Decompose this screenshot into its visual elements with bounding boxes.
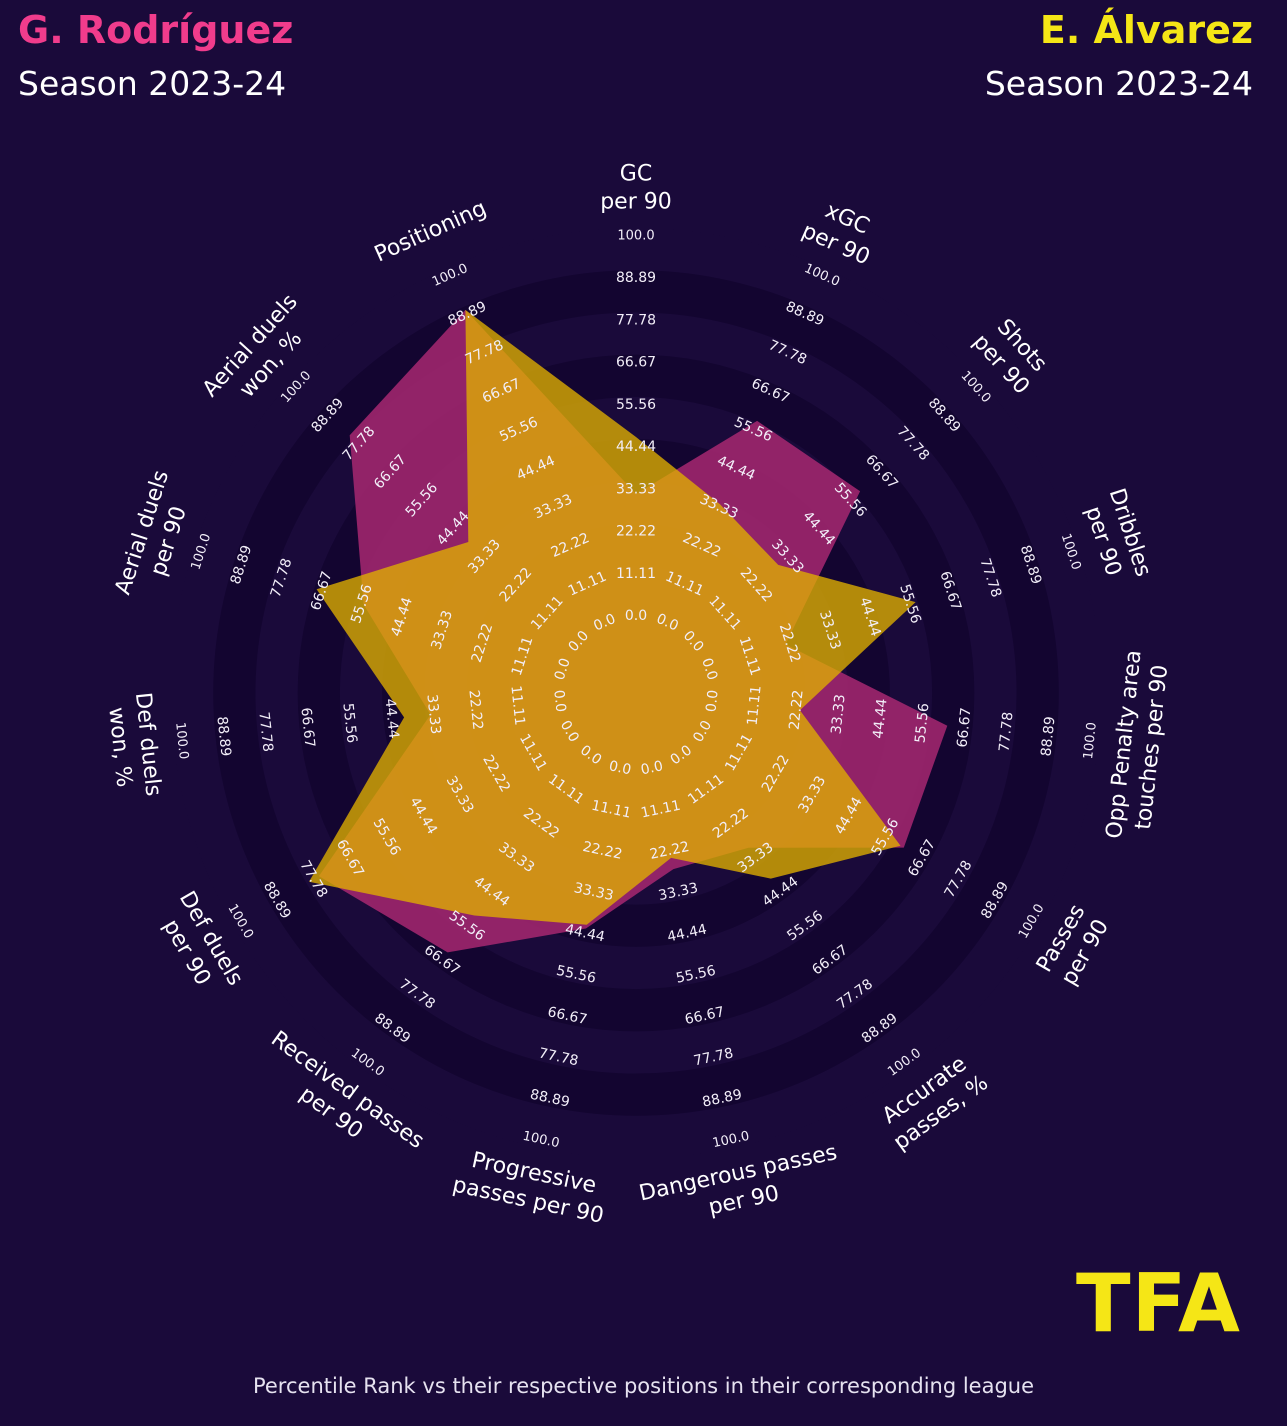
radar-tick-label: 66.67 [954,707,974,749]
radar-tick-label: 33.33 [829,694,849,736]
radar-tick-label: 0.0 [607,758,632,778]
footer-note: Percentile Rank vs their respective posi… [252,1374,1035,1398]
radar-category-label-line: GC [620,162,652,187]
right-player-name: E. Álvarez [1039,8,1253,52]
radar-tick-label: 0.0 [550,689,568,713]
radar-tick-label: 11.11 [745,685,765,727]
radar-category-label: GC per 90 [600,162,672,215]
radar-tick-label: 77.78 [616,312,656,328]
radar-tick-label: 11.11 [507,685,527,727]
radar-tick-label: 22.22 [787,689,807,731]
radar-tick-label: 0.0 [639,758,664,778]
radar-polygons [309,309,948,953]
radar-tick-label: 100.0 [1081,722,1100,761]
radar-tick-label: 0.0 [698,656,720,682]
radar-tick-label: 55.56 [912,702,932,744]
radar-tick-label: 77.78 [255,711,275,753]
radar-tick-label: 22.22 [465,689,485,731]
radar-tick-label: 66.67 [616,355,656,371]
radar-tick-label: 88.89 [213,716,233,758]
radar-tick-label: 100.0 [172,722,191,761]
tfa-logo: TFA [1076,1257,1241,1350]
radar-tick-label: 44.44 [870,698,890,740]
radar-tick-label: 77.78 [996,711,1016,753]
radar-tick-label: 11.11 [616,566,656,582]
radar-series-alvarez [309,309,916,925]
radar-category-label-line: per 90 [600,190,672,215]
radar-tick-label: 33.33 [616,481,656,497]
right-player-season: Season 2023-24 [984,64,1253,103]
radar-tick-label: 44.44 [616,439,656,455]
radar-category-label-line: Positioning [371,196,491,268]
radar-category-label-line: won, % [103,706,136,788]
radar-tick-label: 100.0 [617,229,654,244]
radar-category-label: Positioning [371,196,491,268]
radar-tick-label: 88.89 [616,270,656,286]
radar-tick-label: 33.33 [423,694,443,736]
radar-tick-label: 88.89 [1038,716,1058,758]
radar-tick-label: 0.0 [703,689,721,713]
radar-tick-label: 22.22 [616,524,656,540]
radar-tick-label: 0.0 [625,608,647,624]
left-player-season: Season 2023-24 [18,64,287,103]
radar-tick-label: 55.56 [339,702,359,744]
radar-tick-label: 55.56 [616,397,656,413]
radar-tick-label: 44.44 [381,698,401,740]
radar-tick-label: 66.67 [297,707,317,749]
left-player-name: G. Rodríguez [18,8,294,52]
radar-tick-label: 0.0 [552,656,574,682]
